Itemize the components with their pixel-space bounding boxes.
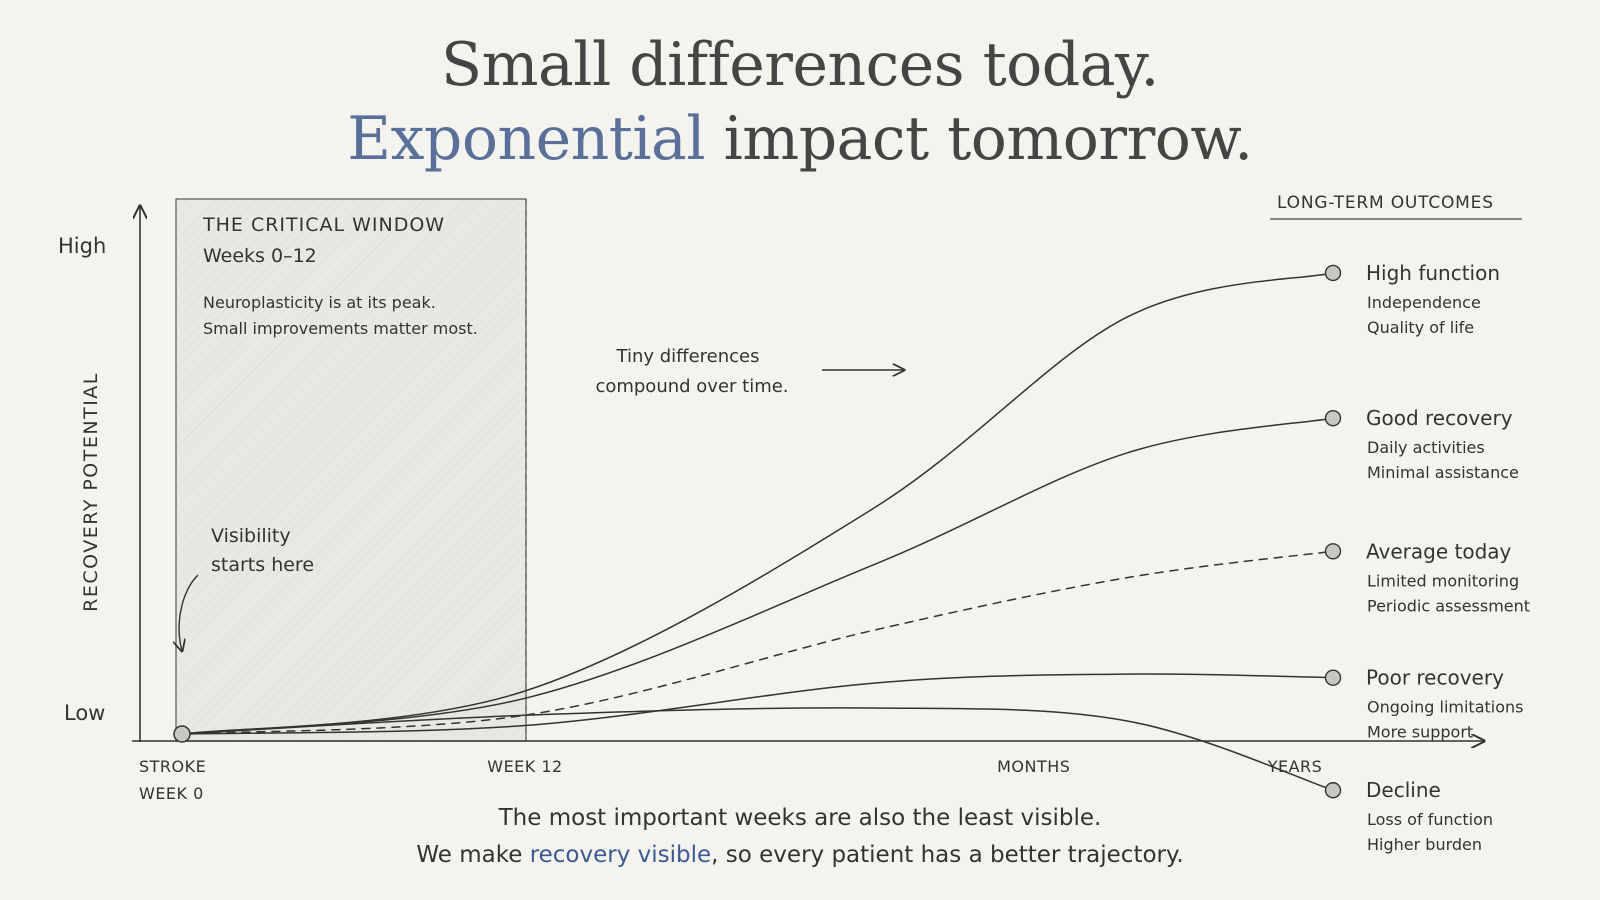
outcome-end-marker <box>1324 782 1342 799</box>
y-axis-label: RECOVERY POTENTIAL <box>80 372 102 612</box>
critical-window-title: THE CRITICAL WINDOW <box>202 214 445 236</box>
footer-line-2-post: , so every patient has a better trajecto… <box>711 842 1184 868</box>
title-line-2-rest: impact tomorrow. <box>705 104 1254 174</box>
outcome-detail: More support <box>1367 723 1473 742</box>
visibility-arrow <box>179 574 199 651</box>
outcome-end-marker <box>1324 264 1342 282</box>
outcome-name: Average today <box>1366 539 1512 563</box>
y-tick-low: Low <box>64 701 105 725</box>
outcome-end-marker <box>1324 409 1342 427</box>
title-line-2: Exponential impact tomorrow. <box>0 102 1600 176</box>
outcome-detail: Quality of life <box>1367 318 1474 337</box>
footer-line-1: The most important weeks are also the le… <box>498 805 1102 831</box>
series-line <box>181 673 1334 735</box>
outcome-detail: Loss of function <box>1367 810 1493 829</box>
outcome-detail: Higher burden <box>1367 835 1482 854</box>
outcomes-header: LONG-TERM OUTCOMES <box>1277 193 1494 213</box>
outcome-detail: Limited monitoring <box>1367 571 1519 590</box>
chart-title: Small differences today. Exponential imp… <box>0 28 1600 176</box>
critical-window-subtitle: Weeks 0–12 <box>203 245 317 267</box>
critical-window-text-2: Small improvements matter most. <box>203 319 478 338</box>
x-tick-label: STROKE <box>139 757 206 776</box>
outcome-end-marker <box>1324 669 1342 686</box>
footer: The most important weeks are also the le… <box>0 800 1600 874</box>
compound-note-1: Tiny differences <box>616 346 760 367</box>
series-line <box>181 707 1334 791</box>
title-accent-word: Exponential <box>347 104 706 174</box>
critical-window-shade <box>175 198 527 742</box>
x-tick-label: WEEK 12 <box>487 757 562 776</box>
outcome-name: Poor recovery <box>1366 666 1504 690</box>
footer-line-2: We make recovery visible, so every patie… <box>0 837 1600 874</box>
title-line-1: Small differences today. <box>441 30 1159 100</box>
outcome-name: High function <box>1366 261 1500 285</box>
x-tick-label: MONTHS <box>997 757 1070 776</box>
outcome-name: Good recovery <box>1366 406 1513 430</box>
series-line <box>181 272 1334 735</box>
visibility-note-1: Visibility <box>211 525 291 547</box>
footer-accent: recovery visible <box>529 842 712 868</box>
critical-window-text-1: Neuroplasticity is at its peak. <box>203 293 436 312</box>
compound-note-2: compound over time. <box>595 376 788 397</box>
outcome-detail: Periodic assessment <box>1367 596 1530 615</box>
y-tick-high: High <box>58 234 106 258</box>
visibility-note-2: starts here <box>211 554 314 576</box>
series-line <box>181 550 1334 735</box>
outcome-detail: Ongoing limitations <box>1367 698 1524 717</box>
outcome-detail: Minimal assistance <box>1367 463 1519 482</box>
outcome-detail: Independence <box>1367 293 1481 312</box>
x-tick-label: YEARS <box>1267 757 1323 776</box>
footer-line-2-pre: We make <box>416 842 530 868</box>
stroke-start-marker <box>173 725 191 743</box>
outcome-end-marker <box>1324 543 1342 560</box>
series-line <box>181 417 1334 735</box>
outcome-detail: Daily activities <box>1367 438 1485 457</box>
outcome-name: Decline <box>1366 778 1441 802</box>
x-tick-label-sub: WEEK 0 <box>139 784 204 803</box>
